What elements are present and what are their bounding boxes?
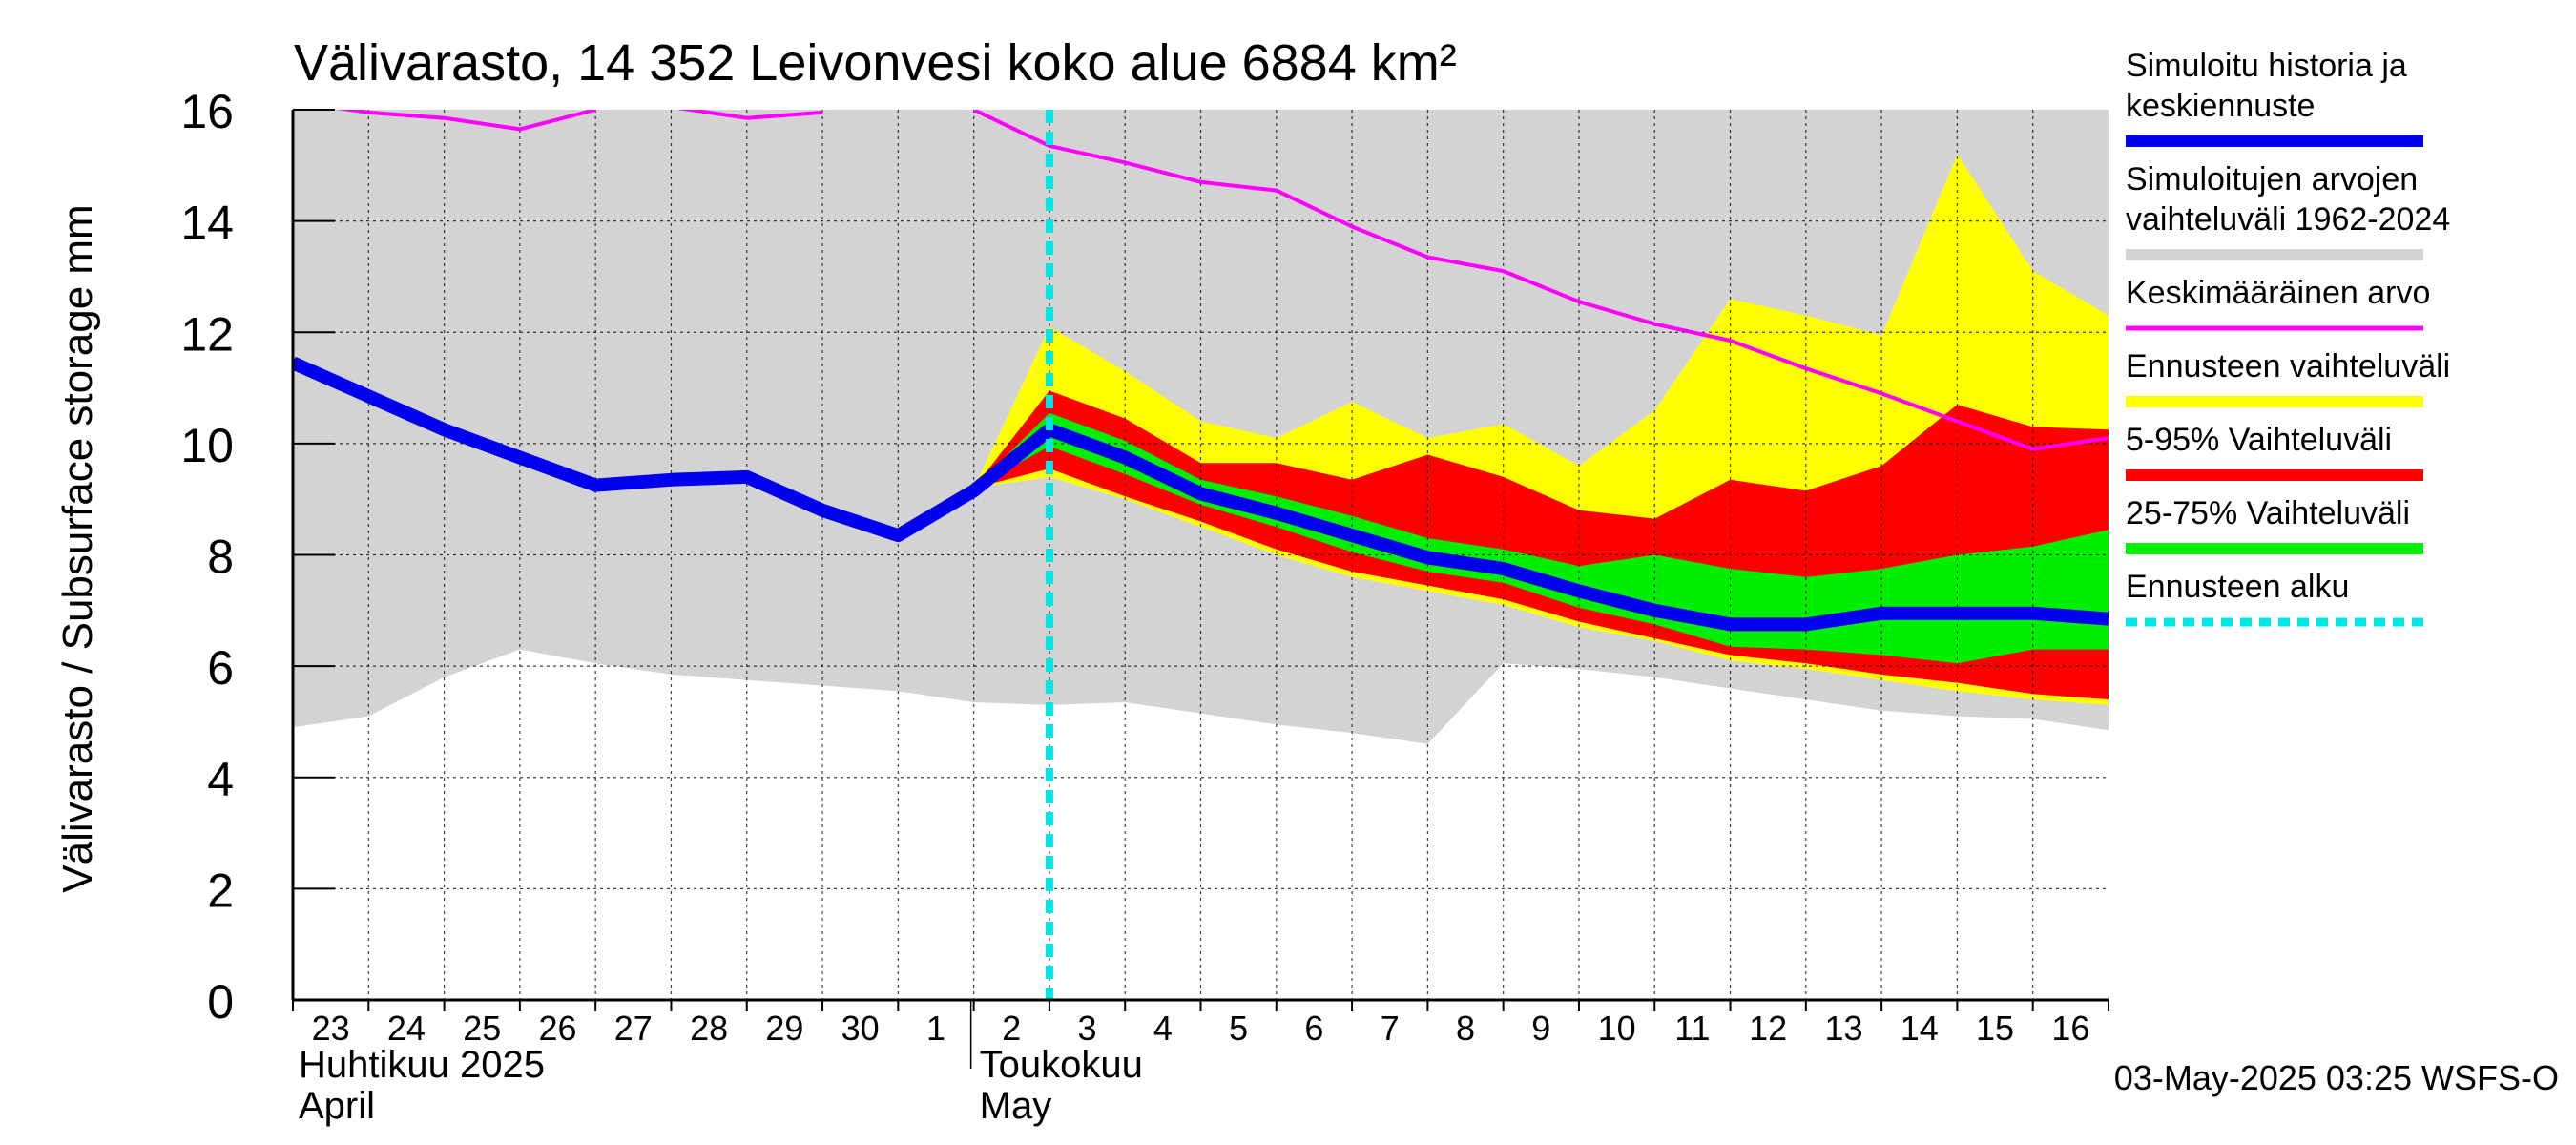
month-label-en: May xyxy=(980,1085,1052,1127)
x-tick-label: 4 xyxy=(1153,1009,1173,1048)
x-tick-label: 10 xyxy=(1598,1009,1636,1048)
x-tick-label: 25 xyxy=(463,1009,501,1048)
series-lines-layer xyxy=(293,110,2109,1000)
x-tick-label: 5 xyxy=(1229,1009,1248,1048)
x-tick-label: 13 xyxy=(1824,1009,1862,1048)
x-tick-label: 1 xyxy=(926,1009,945,1048)
series-line-keskimaarainen-arvo-1 xyxy=(676,110,823,120)
legend-item-simuloitu-historia-ja-keskiennuste: Simuloitu historia ja keskiennuste xyxy=(2126,48,2423,147)
x-tick-label: 27 xyxy=(614,1009,653,1048)
y-tick-label: 12 xyxy=(180,307,234,361)
legend-item-25-75-vaihteluvali: 25-75% Vaihteluväli xyxy=(2126,495,2423,554)
legend-label-line: Keskimääräinen arvo xyxy=(2126,275,2430,311)
x-tick-label: 12 xyxy=(1749,1009,1787,1048)
y-tick-label: 16 xyxy=(180,85,234,138)
grid-layer xyxy=(293,110,2109,1000)
x-tick-label: 9 xyxy=(1531,1009,1550,1048)
series-line-simuloitu-historia-ja-keskiennuste-0 xyxy=(293,356,2109,632)
y-tick-label: 4 xyxy=(207,753,234,806)
y-tick-label: 8 xyxy=(207,531,234,584)
x-tick-label: 16 xyxy=(2051,1009,2089,1048)
legend-label-line: 25-75% Vaihteluväli xyxy=(2126,495,2410,531)
x-tick-label: 7 xyxy=(1381,1009,1400,1048)
legend-label-line: Simuloitujen arvojen xyxy=(2126,161,2418,198)
x-tick-label: 11 xyxy=(1674,1009,1710,1048)
y-tick-label: 14 xyxy=(180,197,234,250)
x-tick-label: 26 xyxy=(538,1009,576,1048)
month-label-fi: Toukokuu xyxy=(980,1044,1143,1086)
legend-item-ennusteen-alku: Ennusteen alku xyxy=(2126,569,2423,627)
y-axis-label: Välivarasto / Subsurface storage mm xyxy=(54,204,101,892)
y-tick-label: 2 xyxy=(207,864,234,917)
legend-item-ennusteen-vaihteluvali: Ennusteen vaihteluväli xyxy=(2126,348,2450,407)
x-tick-label: 15 xyxy=(1976,1009,2014,1048)
chart-title: Välivarasto, 14 352 Leivonvesi koko alue… xyxy=(294,34,1457,92)
month-label-en: April xyxy=(299,1085,375,1127)
x-tick-label: 3 xyxy=(1078,1009,1097,1048)
month-label-fi: Huhtikuu 2025 xyxy=(299,1044,545,1086)
x-tick-label: 2 xyxy=(1002,1009,1021,1048)
x-tick-label: 28 xyxy=(690,1009,728,1048)
series-line-keskimaarainen-arvo-0 xyxy=(336,110,596,132)
y-tick-label: 0 xyxy=(207,975,234,1029)
legend-item-5-95-vaihteluvali: 5-95% Vaihteluväli xyxy=(2126,422,2423,481)
legend: Simuloitu historia jakeskiennusteSimuloi… xyxy=(2126,48,2450,627)
series-line-keskimaarainen-arvo-2 xyxy=(972,110,2109,451)
legend-item-keskimaarainen-arvo: Keskimääräinen arvo xyxy=(2126,275,2430,331)
legend-label-line: Ennusteen alku xyxy=(2126,569,2349,605)
footer-timestamp: 03-May-2025 03:25 WSFS-O xyxy=(2114,1058,2559,1097)
legend-label-line: keskiennuste xyxy=(2126,88,2315,124)
x-tick-label: 24 xyxy=(387,1009,426,1048)
band-25-75-vaihteluvali xyxy=(973,412,2109,664)
x-tick-label: 29 xyxy=(765,1009,803,1048)
x-tick-label: 30 xyxy=(841,1009,880,1048)
y-tick-label: 6 xyxy=(207,641,234,695)
legend-label-line: 5-95% Vaihteluväli xyxy=(2126,422,2392,458)
legend-label-line: vaihteluväli 1962-2024 xyxy=(2126,201,2450,238)
x-tick-label: 23 xyxy=(312,1009,350,1048)
x-tick-label: 14 xyxy=(1901,1009,1939,1048)
y-tick-label: 10 xyxy=(180,419,234,472)
legend-label-line: Simuloitu historia ja xyxy=(2126,48,2407,84)
x-tick-label: 6 xyxy=(1304,1009,1323,1048)
x-tick-label: 8 xyxy=(1456,1009,1475,1048)
legend-label-line: Ennusteen vaihteluväli xyxy=(2126,348,2450,385)
